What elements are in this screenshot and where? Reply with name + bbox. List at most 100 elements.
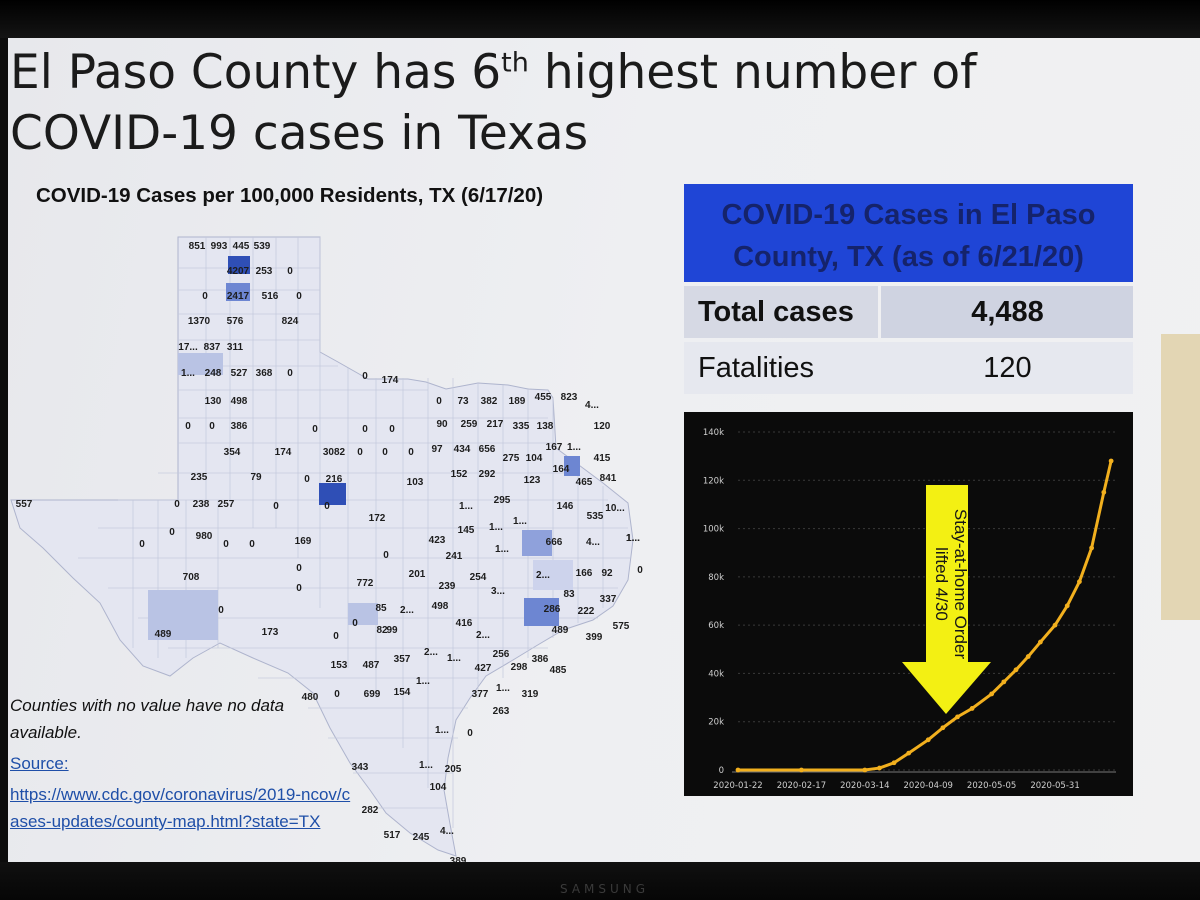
county-label: 259 — [461, 419, 478, 430]
county-label: 4... — [585, 400, 599, 411]
county-label: 0 — [389, 424, 395, 435]
data-point — [1077, 579, 1082, 585]
county-2k — [524, 598, 559, 626]
data-point — [1038, 639, 1043, 645]
title-line1-before: El Paso County has 6 — [10, 45, 502, 100]
data-point — [1101, 489, 1107, 495]
source-link[interactable]: https://www.cdc.gov/coronavirus/2019-nco… — [10, 785, 351, 831]
source-label[interactable]: Source: — [10, 754, 69, 773]
presentation-slide: El Paso County has 6th highest number of… — [8, 38, 1200, 862]
county-label: 427 — [475, 663, 492, 674]
county-label: 1... — [419, 760, 433, 771]
county-label: 0 — [287, 266, 293, 277]
county-823 — [564, 456, 580, 476]
county-label: 1... — [181, 368, 195, 379]
county-label: 257 — [218, 499, 235, 510]
county-label: 2... — [424, 647, 438, 658]
y-tick-label: 0 — [719, 766, 724, 776]
county-label: 423 — [429, 535, 446, 546]
county-label: 103 — [407, 477, 424, 488]
county-label: 837 — [204, 342, 221, 353]
county-label: 275 — [503, 453, 520, 464]
county-label: 699 — [364, 689, 381, 700]
county-label: 823 — [561, 392, 578, 403]
county-label: 354 — [224, 447, 241, 458]
county-label: 4... — [440, 826, 454, 837]
county-label: 666 — [546, 537, 563, 548]
county-label: 2... — [400, 605, 414, 616]
county-label: 535 — [587, 511, 604, 522]
monitor-bezel-bottom — [0, 862, 1200, 900]
county-label: 241 — [446, 551, 463, 562]
county-label: 166 — [576, 568, 593, 579]
county-label: 0 — [382, 447, 388, 458]
county-label: 123 — [524, 475, 541, 486]
county-label: 0 — [312, 424, 318, 435]
county-label: 2417 — [227, 291, 250, 302]
county-label: 0 — [202, 291, 208, 302]
county-label: 217 — [487, 419, 504, 430]
county-label: 377 — [472, 689, 489, 700]
county-label: 0 — [174, 499, 180, 510]
county-label: 708 — [183, 572, 200, 583]
county-label: 99 — [386, 625, 398, 636]
county-label: 480 — [302, 692, 319, 703]
county-label: 368 — [256, 368, 273, 379]
county-label: 92 — [601, 568, 613, 579]
y-tick-label: 100k — [703, 525, 724, 535]
county-label: 201 — [409, 569, 426, 580]
slide-title: El Paso County has 6th highest number of… — [10, 42, 1090, 164]
county-label: 434 — [454, 444, 471, 455]
stats-header: COVID-19 Cases in El Paso County, TX (as… — [684, 184, 1133, 282]
county-label: 0 — [408, 447, 414, 458]
data-point — [1089, 545, 1095, 551]
x-tick-label: 2020-02-17 — [777, 781, 826, 791]
data-point — [799, 767, 804, 773]
county-label: 557 — [16, 499, 33, 510]
county-label: 0 — [273, 501, 279, 512]
x-tick-label: 2020-04-09 — [904, 781, 953, 791]
county-2417 — [226, 283, 250, 301]
county-label: 239 — [439, 581, 456, 592]
county-label: 153 — [331, 660, 348, 671]
county-label: 0 — [249, 539, 255, 550]
county-label: 498 — [432, 601, 449, 612]
county-label: 0 — [324, 501, 330, 512]
data-point — [940, 725, 946, 731]
county-label: 174 — [275, 447, 292, 458]
series-cumulative-cases — [735, 458, 1114, 773]
county-label: 1... — [513, 516, 527, 527]
county-label: 465 — [576, 477, 593, 488]
county-label: 263 — [493, 706, 510, 717]
county-label: 172 — [369, 513, 386, 524]
county-label: 145 — [458, 525, 475, 536]
county-label: 189 — [509, 396, 526, 407]
county-label: 0 — [296, 583, 302, 594]
total-cases-row: Total cases 4,488 — [684, 286, 1133, 338]
county-label: 517 — [384, 830, 401, 841]
county-label: 146 — [557, 501, 574, 512]
county-label: 0 — [223, 539, 229, 550]
data-point — [1025, 654, 1031, 659]
county-label: 4... — [586, 537, 600, 548]
county-label: 1... — [567, 442, 581, 453]
county-label: 254 — [470, 572, 487, 583]
total-cases-value: 4,488 — [971, 296, 1044, 328]
data-point — [969, 706, 975, 711]
county-label: 90 — [436, 419, 448, 430]
county-label: 516 — [262, 291, 279, 302]
county-label: 235 — [191, 472, 208, 483]
data-point — [1001, 679, 1007, 685]
county-label: 17... — [178, 342, 198, 353]
title-superscript: th — [501, 47, 529, 79]
county-label: 79 — [250, 472, 262, 483]
county-772 — [348, 603, 378, 625]
map-title: COVID-19 Cases per 100,000 Residents, TX… — [36, 184, 544, 207]
annotation-arrow: Stay-at-home Order lifted 4/30 — [902, 485, 991, 714]
monitor-bezel-top — [0, 0, 1200, 38]
data-point — [735, 767, 741, 773]
county-label: 0 — [436, 396, 442, 407]
county-label: 1... — [447, 653, 461, 664]
